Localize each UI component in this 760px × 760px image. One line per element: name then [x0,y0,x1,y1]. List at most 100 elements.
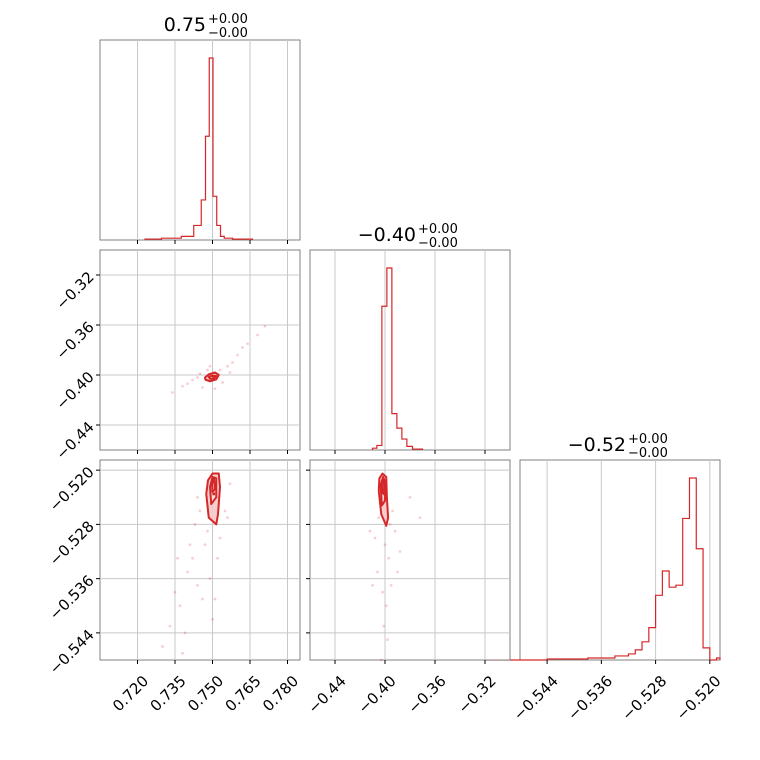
scatter-panel-0-1-center [212,375,216,379]
scatter-panel-0-1-sample-3 [226,364,229,368]
scatter-panel-0-2-sample-9 [168,624,172,628]
scatter-panel-1-2-sample-8 [371,584,374,587]
scatter-panel-0-2-sample-17 [216,556,219,560]
hist-panel-1 [309,249,511,451]
scatter-panel-0-1-sample-7 [263,324,267,328]
scatter-panel-1-2-sample-7 [376,570,379,574]
scatter-panel-0-1-sample-15 [213,387,217,391]
scatter-panel-1-2-sample-9 [393,529,397,533]
x-tick-label-1-0: −0.44 [305,672,350,717]
y-tick-label-1-1: −0.40 [52,368,97,413]
y-tick-label-1-0: −0.44 [52,418,97,463]
scatter-panel-0-2-contour-2 [211,477,216,493]
scatter-panel-0-2-sample-6 [208,577,212,581]
title-1: −0.40 +0.00−0.00 [358,222,458,251]
title-plus-1: +0.00 [418,222,458,237]
scatter-panel-0-1-sample-16 [228,371,232,374]
scatter-panel-0-2-sample-8 [178,604,182,608]
x-tick-label-1-1: −0.40 [355,672,400,717]
title-plus-0: +0.00 [208,12,248,27]
title-0: 0.75 +0.00−0.00 [164,12,248,41]
scatter-panel-0-1-sample-0 [191,378,194,382]
hist-panel-0 [99,39,301,241]
y-tick-label-2-0: −0.544 [46,626,98,678]
scatter-panel-0-1-sample-8 [181,384,184,388]
hist-panel-2 [486,459,721,661]
x-tick-label-2-1: −0.536 [564,672,616,724]
scatter-panel-0-1-sample-9 [171,391,174,394]
scatter-panel-1-2-sample-17 [388,523,392,526]
scatter-panel-1-2-contour-2 [380,478,386,495]
scatter-panel-1-2-sample-5 [384,604,388,608]
hist-panel-1-frame [309,249,511,451]
x-tick-label-0-0: 0.720 [109,672,152,715]
scatter-panel-0-2-sample-16 [176,556,179,560]
scatter-panel-0-1-sample-5 [241,346,244,349]
y-tick-label-2-3: −0.520 [46,463,98,515]
scatter-panel-1-2-sample-16 [396,570,399,574]
scatter-panel-1-2 [309,459,511,662]
scatter-panel-0-1-sample-14 [196,376,199,379]
scatter-panel-1-2-sample-1 [373,536,377,540]
scatter-panel-0-1-sample-4 [236,353,239,357]
x-tick-label-1-3: −0.32 [455,672,500,717]
scatter-panel-0-2-sample-4 [196,584,199,587]
scatter-panel-0-2-sample-3 [186,570,189,574]
scatter-panel-1-2-frame [309,459,511,661]
scatter-panel-0-2-sample-23 [173,590,177,594]
scatter-panel-1-2-sample-3 [387,556,391,560]
title-minus-1: −0.00 [418,236,458,251]
scatter-panel-1-2-sample-12 [379,658,383,662]
title-value-1: −0.40 [358,224,416,246]
scatter-panel-1-2-sample-6 [382,624,386,628]
x-tick-label-0-3: 0.765 [222,672,265,715]
scatter-panel-0-1-sample-11 [221,381,224,384]
x-tick-label-0-1: 0.735 [147,672,190,715]
x-tick-label-0-4: 0.780 [259,672,302,715]
scatter-panel-1-2-sample-15 [368,529,372,533]
hist-panel-2-step [486,477,721,661]
scatter-panel-0-2-sample-15 [188,543,192,547]
scatter-panel-0-1-sample-2 [218,368,222,372]
scatter-panel-0-1-sample-12 [206,368,209,372]
title-value-2: −0.52 [568,434,626,456]
hist-panel-0-step [144,57,254,240]
scatter-panel-0-1-frame [99,249,301,451]
title-minus-2: −0.00 [628,446,668,461]
scatter-panel-0-2-sample-24 [183,631,187,635]
scatter-panel-0-2-sample-7 [213,597,217,601]
scatter-panel-0-2-sample-2 [191,556,194,560]
scatter-panel-0-2-center [212,492,216,496]
y-tick-label-1-3: −0.32 [52,268,97,313]
scatter-panel-0-2-sample-12 [218,536,222,540]
x-tick-label-2-3: −0.520 [673,672,725,724]
scatter-panel-1-2-sample-18 [381,590,384,594]
title-2: −0.52 +0.00−0.00 [568,432,668,461]
scatter-panel-1-2-sample-11 [386,638,389,642]
scatter-panel-1-2-sample-19 [398,550,402,553]
scatter-panel-0-1-sample-10 [201,386,204,389]
scatter-panel-0-1-sample-1 [198,372,202,376]
title-plus-2: +0.00 [628,432,668,447]
scatter-panel-0-2-sample-1 [193,523,197,526]
x-tick-label-0-2: 0.750 [184,672,227,715]
scatter-panel-0-2-sample-14 [201,597,204,601]
scatter-panel-1-2-sample-2 [383,543,387,547]
scatter-panel-0-1 [99,249,301,451]
scatter-panel-1-2-sample-10 [391,509,394,513]
titles-layer: 0.75 +0.00−0.00−0.40 +0.00−0.00−0.52 +0.00−… [164,12,668,461]
scatter-panel-1-2-sample-13 [408,495,412,499]
hist-panel-2-frame [519,459,721,661]
scatter-panel-0-2-sample-18 [206,529,209,533]
scatter-panel-0-2 [99,459,301,661]
scatter-panel-0-1-sample-13 [231,361,234,364]
scatter-panel-0-2-sample-13 [223,509,227,513]
scatter-panel-1-2-sample-4 [389,584,393,587]
scatter-panel-0-2-sample-5 [203,543,207,547]
x-tick-label-2-0: −0.544 [510,672,562,724]
scatter-panel-0-2-frame [99,459,301,661]
scatter-panel-0-2-sample-22 [226,516,229,520]
scatter-panel-0-2-sample-19 [211,617,214,621]
scatter-panel-1-2-sample-0 [377,516,381,520]
scatter-panel-1-2-center [382,492,386,496]
